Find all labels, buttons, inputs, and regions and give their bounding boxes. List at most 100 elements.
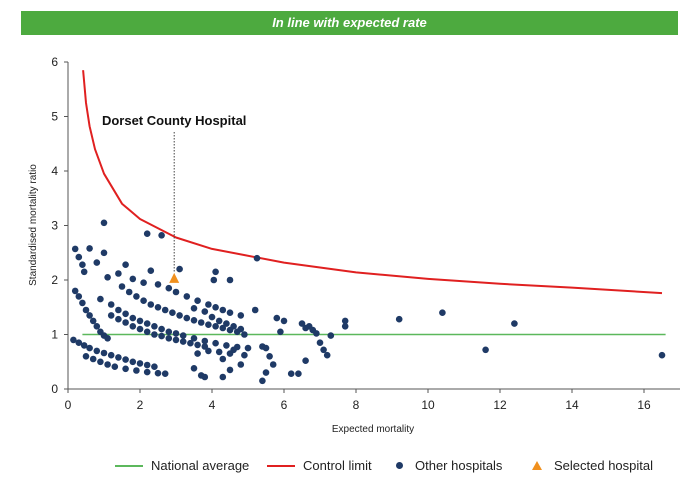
hospital-point — [226, 309, 234, 317]
hospital-point — [97, 358, 104, 366]
selected-hospital-group — [169, 132, 180, 283]
hospital-point — [205, 301, 212, 308]
hospital-point — [70, 336, 77, 344]
reference-lines — [82, 70, 666, 336]
hospital-point — [212, 323, 219, 330]
hospital-point — [482, 346, 489, 354]
hospital-point — [122, 319, 129, 326]
hospital-point — [176, 312, 183, 319]
hospital-point — [190, 305, 198, 312]
hospital-point — [71, 287, 79, 295]
hospital-point — [253, 254, 261, 262]
hospital-point — [269, 361, 277, 368]
hospital-point — [133, 367, 140, 374]
hospital-point — [140, 297, 147, 305]
legend-control-limit: Control limit — [267, 458, 372, 473]
hospital-point — [129, 358, 137, 366]
x-tick-label: 2 — [137, 398, 144, 412]
other-hospitals-swatch — [396, 462, 403, 469]
hospital-point — [104, 274, 111, 281]
hospital-point — [71, 245, 79, 253]
hospital-point — [143, 328, 151, 336]
hospital-point — [129, 275, 137, 283]
hospital-point — [115, 354, 122, 361]
hospital-point — [230, 346, 237, 354]
hospital-point — [201, 337, 209, 345]
hospital-point — [143, 230, 151, 237]
hospital-point — [169, 309, 176, 317]
hospital-point — [201, 373, 209, 381]
hospital-point — [223, 342, 230, 349]
hospital-point — [86, 312, 93, 319]
x-tick-label: 16 — [637, 398, 651, 412]
hospital-point — [190, 335, 198, 342]
legend-label: Control limit — [303, 458, 372, 473]
hospital-point — [187, 339, 194, 347]
hospital-point — [194, 341, 201, 349]
hospital-point — [658, 351, 666, 359]
hospital-point — [316, 339, 324, 347]
hospital-point — [395, 315, 403, 323]
hospital-point — [262, 344, 270, 352]
hospital-point — [439, 309, 446, 317]
hospital-point — [237, 312, 245, 319]
hospital-point — [259, 377, 266, 385]
hospital-point — [212, 304, 219, 311]
hospital-point — [172, 330, 180, 337]
hospital-point — [79, 299, 86, 307]
y-tick-label: 6 — [51, 55, 58, 69]
hospital-point — [172, 288, 180, 296]
hospital-point — [111, 363, 119, 371]
hospital-point — [147, 267, 155, 275]
hospital-point — [75, 339, 83, 347]
hospital-point — [115, 306, 122, 314]
hospital-point — [262, 369, 270, 376]
hospital-point — [313, 330, 320, 337]
legend-other-hospitals: Other hospitals — [394, 458, 502, 473]
hospital-point — [125, 288, 133, 296]
x-tick-label: 10 — [421, 398, 435, 412]
hospital-point — [151, 363, 158, 371]
hospital-point — [215, 317, 223, 325]
hospital-point — [176, 265, 183, 273]
hospital-point — [75, 293, 83, 300]
selected-hospital-swatch — [532, 461, 542, 470]
hospital-point — [287, 370, 295, 378]
hospital-point — [107, 312, 115, 319]
hospital-point — [93, 323, 101, 330]
hospital-point — [133, 293, 140, 300]
axes — [67, 62, 680, 390]
hospital-points — [70, 219, 666, 385]
hospital-point — [165, 328, 173, 336]
hospital-point — [107, 351, 115, 359]
hospital-point — [219, 306, 227, 314]
hospital-point — [210, 276, 218, 284]
status-banner: In line with expected rate — [21, 11, 678, 35]
hospital-point — [219, 355, 227, 363]
y-tick-label: 1 — [51, 328, 58, 342]
x-tick-label: 0 — [65, 398, 72, 412]
x-tick-label: 8 — [353, 398, 360, 412]
hospital-point — [277, 328, 284, 336]
hospital-point — [208, 313, 216, 321]
hospital-point — [143, 368, 151, 376]
hospital-point — [136, 325, 144, 333]
legend-label: Selected hospital — [554, 458, 654, 473]
hospital-point — [129, 314, 137, 322]
hospital-point — [327, 332, 335, 339]
hospital-point — [280, 317, 288, 325]
hospital-point — [161, 370, 169, 378]
hospital-point — [212, 339, 219, 347]
hospital-point — [241, 331, 248, 338]
y-tick-label: 2 — [51, 273, 58, 287]
hospital-point — [320, 346, 327, 354]
hospital-point — [323, 351, 331, 359]
hospital-point — [118, 283, 126, 290]
hospital-point — [82, 353, 90, 360]
hospital-point — [143, 361, 151, 369]
x-tick-label: 6 — [281, 398, 288, 412]
hospital-point — [237, 325, 245, 333]
hospital-point — [100, 349, 108, 357]
